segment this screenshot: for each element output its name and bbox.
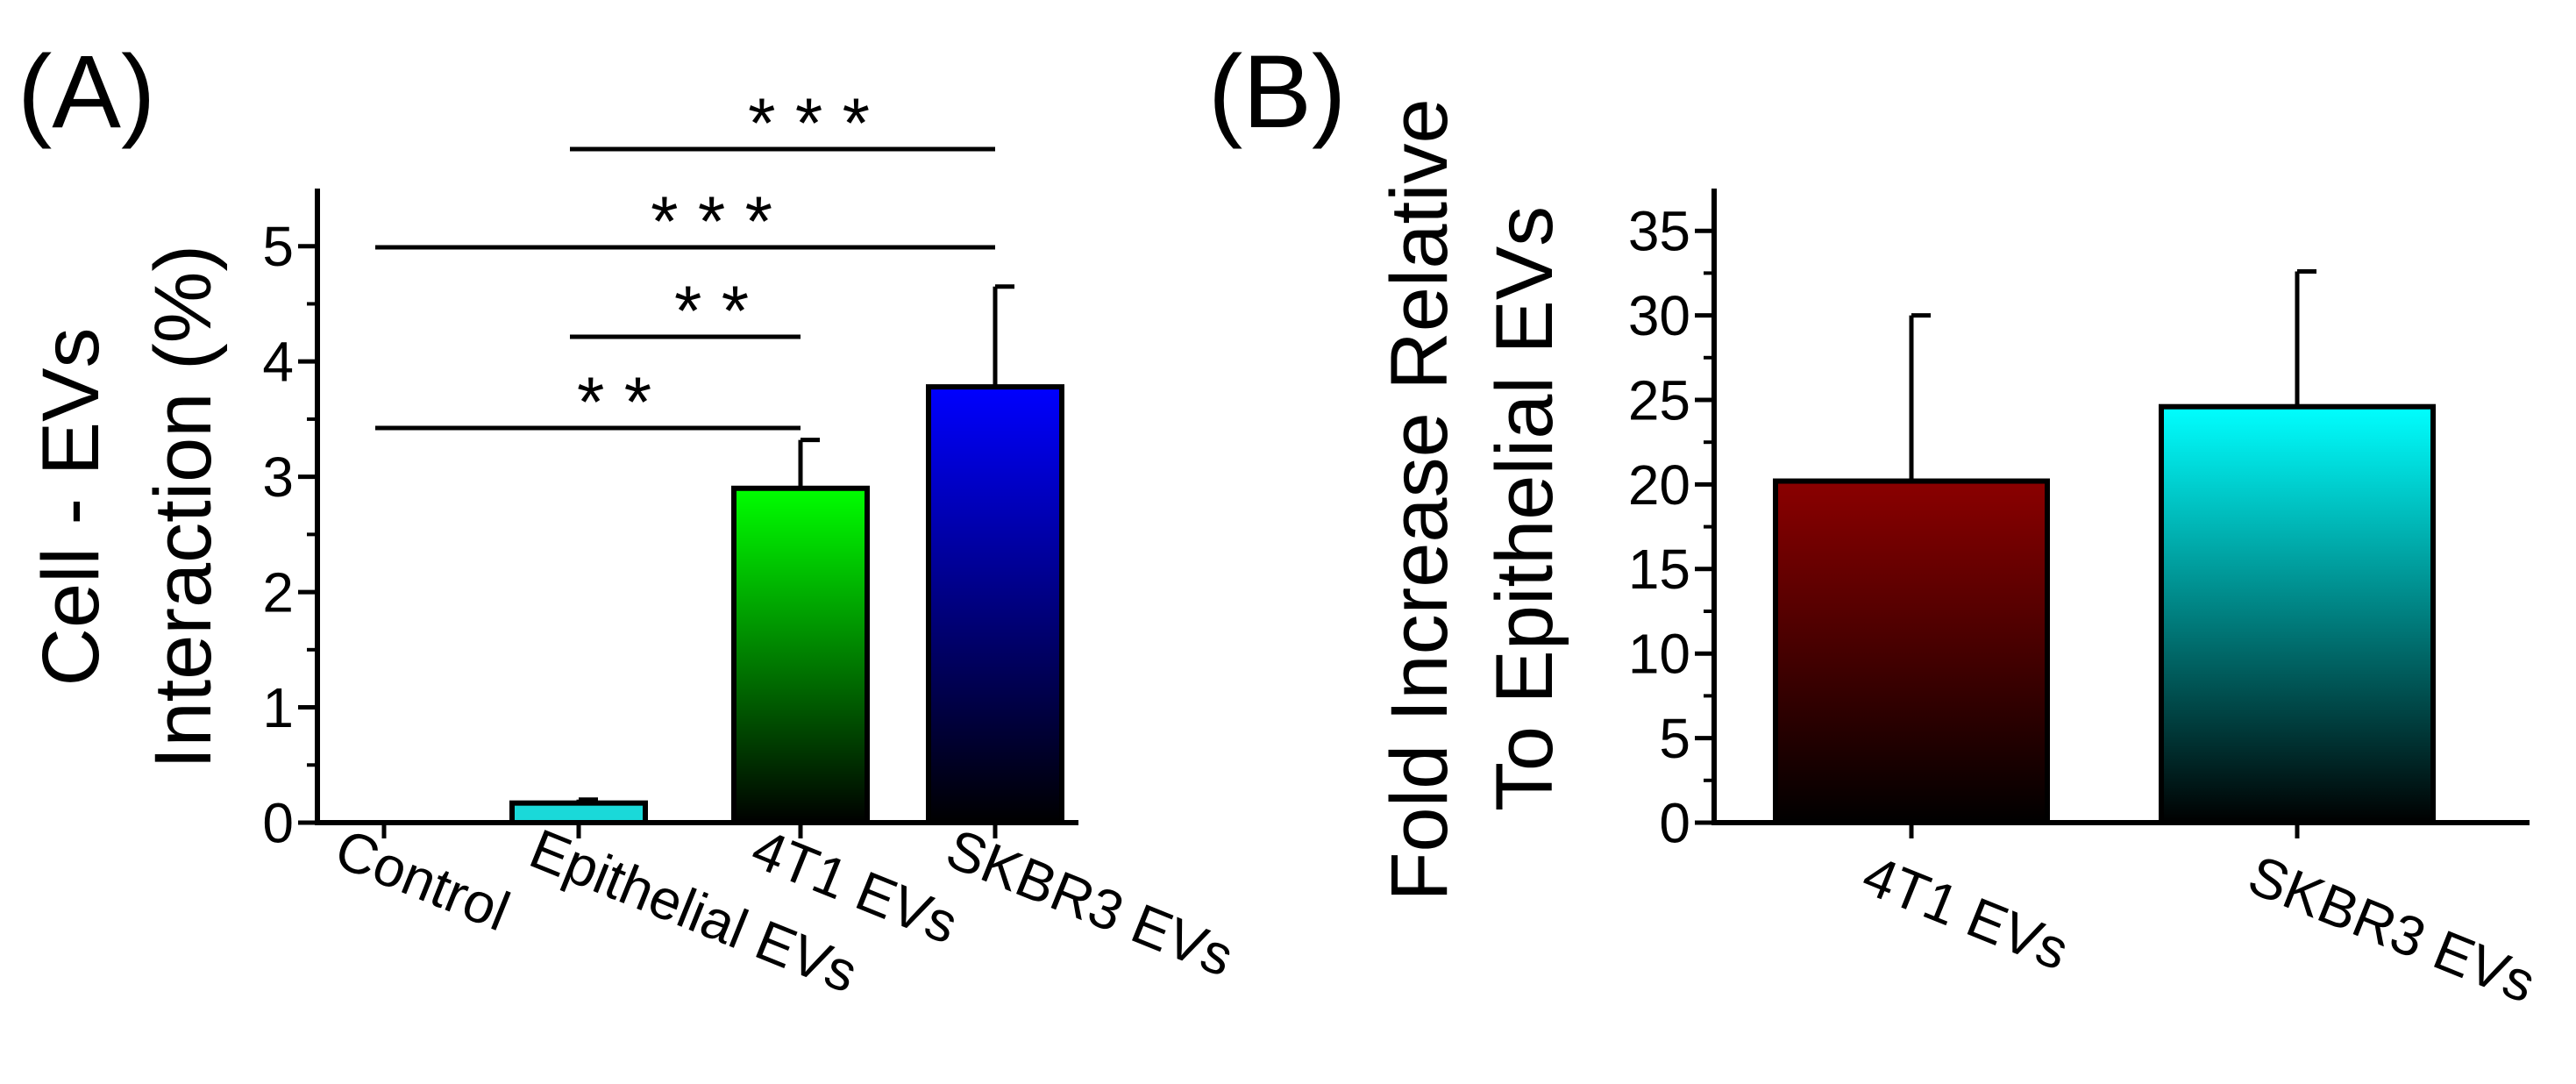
panel-a-y-tick-label-4: 4	[262, 331, 294, 394]
panel-a-bars	[509, 384, 1064, 825]
panel-a-y-tick-label-5: 5	[262, 215, 294, 278]
panel-b-x-tick-labels: 4T1 EVs SKBR3 EVs	[1854, 823, 2544, 1015]
panel-a-error-bars	[576, 284, 1014, 803]
panel-a-y-tick-label-3: 3	[262, 446, 294, 509]
panel-a-bar-3	[926, 384, 1064, 825]
panel-b-bars	[1773, 403, 2436, 825]
panel-b-y-ticks: 0 5 10 15 20 25 30 35	[1628, 200, 1714, 854]
panel-a-bar-1	[509, 800, 648, 825]
panel-a-chart: (A) Cell - EVs Interaction (%) * ** ** *…	[18, 34, 1242, 1005]
panel-a-y-tick-label-0: 0	[262, 791, 294, 854]
panel-a-ylabel-line-2: Interaction (%)	[139, 245, 228, 769]
panel-b-x-tick-label-1: SKBR3 EVs	[2240, 843, 2544, 1015]
panel-a-x-tick-label-3: SKBR3 EVs	[938, 817, 1242, 988]
panel-b-y-tick-label-1: 5	[1659, 707, 1690, 770]
panel-a-significance-label-2: * * *	[651, 182, 772, 261]
panel-b-ylabel-line-1: Fold Increase Relative	[1375, 98, 1464, 901]
panel-a-significance-label-3: * * *	[748, 84, 870, 163]
panel-a-axes	[315, 189, 1078, 825]
panel-b-y-tick-label-2: 10	[1628, 623, 1690, 686]
panel-a-y-tick-label-1: 1	[262, 676, 294, 739]
panel-a-bar-2	[731, 485, 870, 825]
panel-a-y-ticks: 0 1 2 3 4 5	[262, 215, 317, 854]
panel-b-error-bars	[1909, 268, 2316, 481]
panel-b-label: (B)	[1208, 34, 1346, 150]
panel-b-y-tick-label-7: 35	[1628, 200, 1690, 263]
panel-b-bar-1	[2159, 403, 2436, 825]
panel-a-significance: * * * * * * * * * *	[375, 84, 995, 442]
panel-b-y-tick-label-5: 25	[1628, 368, 1690, 431]
panel-b-y-tick-label-0: 0	[1659, 791, 1690, 854]
panel-a-y-tick-label-2: 2	[262, 560, 294, 624]
panel-a-significance-label-1: * *	[674, 272, 749, 351]
panel-b-y-tick-label-4: 20	[1628, 453, 1690, 517]
panel-b-axes	[1711, 189, 2530, 825]
panel-b-chart: (B) Fold Increase Relative To Epithelial…	[1208, 34, 2544, 1015]
panel-a-ylabel-line-1: Cell - EVs	[26, 328, 116, 687]
panel-b-y-tick-label-3: 15	[1628, 538, 1690, 601]
panel-b-ylabel-line-2: To Epithelial EVs	[1480, 206, 1569, 811]
panel-b-x-tick-label-0: 4T1 EVs	[1854, 843, 2078, 982]
panel-a-significance-label-0: * *	[577, 363, 651, 442]
panel-b-y-tick-label-6: 30	[1628, 284, 1690, 347]
panel-a-label: (A)	[18, 34, 155, 150]
panel-a-x-tick-label-0: Control	[327, 817, 518, 943]
panel-b-bar-0	[1773, 478, 2050, 825]
